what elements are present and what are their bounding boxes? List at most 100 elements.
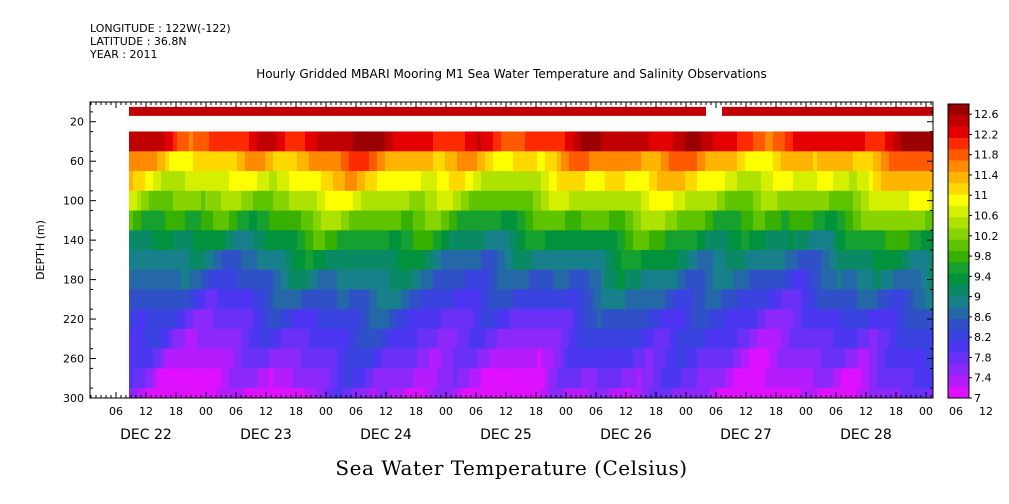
heatmap-cell — [437, 210, 442, 231]
heatmap-cell — [177, 230, 182, 251]
heatmap-cell — [445, 230, 450, 251]
heatmap-cell — [821, 368, 826, 389]
heatmap-cell — [577, 269, 582, 290]
x-tick-label: 06 — [469, 405, 483, 418]
heatmap-cell — [877, 368, 882, 389]
heatmap-cell — [565, 388, 570, 399]
heatmap-cell — [441, 210, 446, 231]
heatmap-cell — [433, 348, 438, 369]
heatmap-cell — [609, 151, 614, 172]
heatmap-cell — [921, 171, 926, 192]
heatmap-cell — [413, 328, 418, 350]
heatmap-cell — [537, 348, 542, 369]
heatmap-cell — [813, 269, 818, 290]
heatmap-cell — [577, 210, 582, 231]
heatmap-cell — [873, 171, 878, 192]
heatmap-cell — [581, 171, 586, 192]
heatmap-cell — [877, 131, 882, 152]
heatmap-cell — [581, 368, 586, 389]
heatmap-cell — [529, 171, 534, 192]
heatmap-cell — [797, 309, 802, 330]
heatmap-cell — [673, 171, 678, 192]
heatmap-cell — [689, 289, 694, 310]
heatmap-cell — [685, 250, 690, 271]
heatmap-cell — [345, 328, 350, 350]
heatmap-cell — [217, 210, 222, 231]
heatmap-cell — [277, 388, 282, 399]
heatmap-cell — [333, 309, 338, 330]
heatmap-cell — [597, 230, 602, 251]
heatmap-cell — [301, 289, 306, 310]
heatmap-cell — [809, 190, 814, 212]
heatmap-cell — [705, 328, 710, 350]
heatmap-cell — [513, 269, 518, 290]
heatmap-cell — [333, 151, 338, 172]
heatmap-cell — [385, 269, 390, 290]
heatmap-cell — [201, 289, 206, 310]
heatmap-cell — [137, 328, 142, 350]
heatmap-cell — [705, 131, 710, 152]
heatmap-cell — [613, 289, 618, 310]
heatmap-cell — [633, 388, 638, 399]
heatmap-cell — [841, 151, 846, 172]
heatmap-cell — [593, 210, 598, 231]
heatmap-cell — [513, 131, 518, 152]
heatmap-cell — [225, 171, 230, 192]
heatmap-cell — [505, 230, 510, 251]
heatmap-cell — [401, 388, 406, 399]
heatmap-cell — [285, 388, 290, 399]
heatmap-cell — [145, 388, 150, 399]
heatmap-cell — [361, 368, 366, 389]
heatmap-cell — [597, 348, 602, 369]
heatmap-cell — [225, 388, 230, 399]
heatmap-cell — [717, 151, 722, 172]
heatmap-cell — [157, 309, 162, 330]
heatmap-cell — [737, 250, 742, 271]
heatmap-cell — [641, 388, 646, 399]
heatmap-cell — [521, 230, 526, 251]
heatmap-cell — [337, 289, 342, 310]
heatmap-cell — [805, 289, 810, 310]
heatmap-cell — [533, 250, 538, 271]
heatmap-cell — [769, 309, 774, 330]
heatmap-cell — [269, 171, 274, 192]
heatmap-cell — [561, 230, 566, 251]
heatmap-cell — [645, 309, 650, 330]
heatmap-cell — [677, 131, 682, 152]
heatmap-cell — [405, 388, 410, 399]
heatmap-cell — [665, 348, 670, 369]
heatmap-cell — [485, 328, 490, 350]
heatmap-cell — [549, 250, 554, 271]
heatmap-cell — [285, 230, 290, 251]
colorbar-label: 8.2 — [974, 331, 992, 344]
heatmap-cell — [145, 131, 150, 152]
heatmap-cell — [497, 309, 502, 330]
heatmap-cell — [173, 368, 178, 389]
heatmap-cell — [649, 131, 654, 152]
heatmap-cell — [325, 388, 330, 399]
heatmap-cell — [201, 230, 206, 251]
heatmap-cell — [493, 131, 498, 152]
heatmap-cell — [529, 368, 534, 389]
heatmap-cell — [625, 250, 630, 271]
heatmap-cell — [253, 269, 258, 290]
heatmap-cell — [609, 171, 614, 192]
heatmap-cell — [917, 328, 922, 350]
heatmap-cell — [601, 289, 606, 310]
heatmap-cell — [437, 388, 442, 399]
heatmap-cell — [585, 309, 590, 330]
heatmap-cells — [90, 102, 934, 399]
heatmap-cell — [509, 309, 514, 330]
heatmap-cell — [153, 250, 158, 271]
heatmap-cell — [589, 348, 594, 369]
heatmap-cell — [185, 388, 190, 399]
heatmap-cell — [237, 368, 242, 389]
heatmap-cell — [389, 131, 394, 152]
heatmap-cell — [449, 171, 454, 192]
heatmap-cell — [429, 289, 434, 310]
heatmap-cell — [501, 269, 506, 290]
heatmap-cell — [609, 131, 614, 152]
heatmap-cell — [381, 309, 386, 330]
heatmap-cell — [873, 230, 878, 251]
heatmap-cell — [525, 309, 530, 330]
